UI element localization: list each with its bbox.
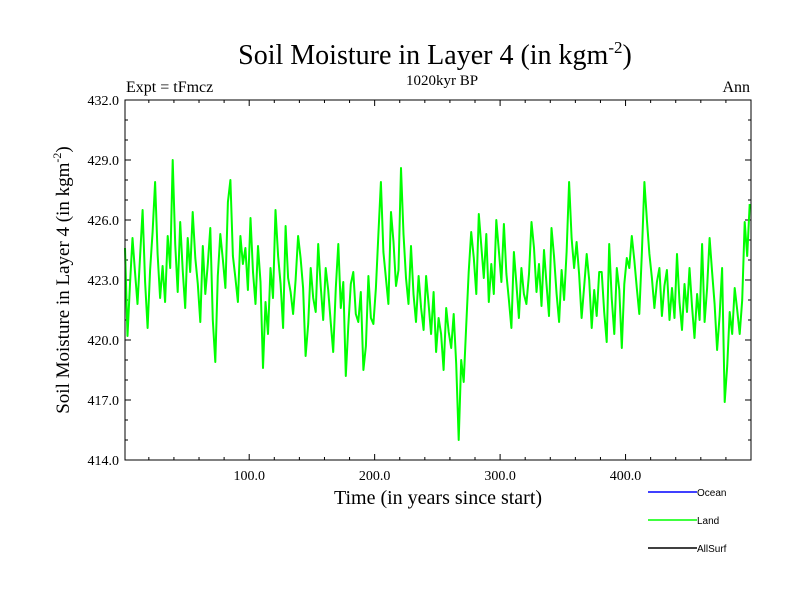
y-axis-label: Soil Moisture in Layer 4 (in kgm-2) bbox=[50, 146, 74, 414]
y-tick-label: 429.0 bbox=[88, 154, 120, 169]
experiment-label: Expt = tFmcz bbox=[126, 79, 213, 96]
plot-frame bbox=[124, 99, 752, 461]
x-tick-label: 100.0 bbox=[233, 469, 265, 484]
y-tick-label: 417.0 bbox=[88, 394, 120, 409]
y-tick-label: 423.0 bbox=[88, 274, 120, 289]
x-tick-label: 200.0 bbox=[359, 469, 391, 484]
legend-label: Land bbox=[697, 516, 719, 527]
x-tick-label: 300.0 bbox=[484, 469, 516, 484]
season-label: Ann bbox=[722, 79, 750, 96]
series-group bbox=[124, 159, 751, 441]
x-tick-label: 400.0 bbox=[610, 469, 642, 484]
legend-label: Ocean bbox=[697, 488, 726, 499]
legend: Ocean Land AllSurf bbox=[648, 488, 727, 555]
chart-title: Soil Moisture in Layer 4 (in kgm-2) bbox=[238, 38, 632, 71]
legend-label: AllSurf bbox=[697, 544, 727, 555]
x-axis-ticks: 100.0 200.0 300.0 400.0 bbox=[148, 100, 727, 484]
y-tick-label: 432.0 bbox=[88, 94, 120, 109]
y-tick-label: 426.0 bbox=[88, 214, 120, 229]
x-axis-label: Time (in years since start) bbox=[334, 487, 542, 509]
y-tick-label: 420.0 bbox=[88, 334, 120, 349]
y-tick-label: 414.0 bbox=[88, 454, 120, 469]
chart-subtitle: 1020kyr BP bbox=[406, 73, 478, 89]
series-line-land bbox=[124, 159, 751, 441]
